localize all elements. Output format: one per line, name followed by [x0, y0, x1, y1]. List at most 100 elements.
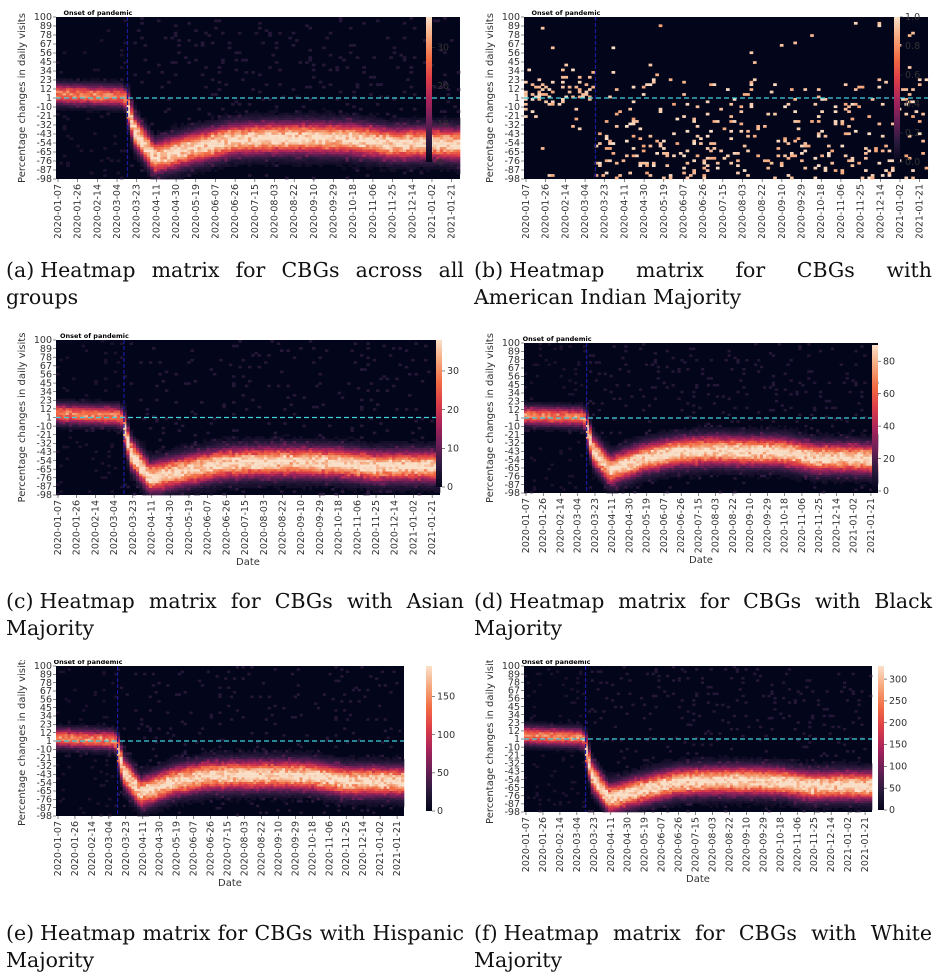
heatmap-cell [258, 469, 262, 472]
heatmap-cell [261, 450, 265, 453]
heatmap-cell [100, 39, 104, 42]
heatmap-cell [258, 446, 262, 449]
heatmap-cell [349, 159, 353, 162]
heatmap-cell [383, 152, 387, 155]
heatmap-cell [305, 150, 309, 153]
heatmap-cell [342, 140, 346, 143]
heatmap-cell [612, 71, 616, 74]
heatmap-cell [174, 61, 178, 64]
colorbar-tick-label: 1.0 [905, 12, 920, 23]
heatmap-cell [162, 427, 166, 430]
heatmap-cell [531, 110, 535, 113]
y-axis-label: Percentage changes in daily visits [485, 13, 496, 183]
heatmap-cell [154, 164, 158, 167]
heatmap-cell [235, 443, 239, 446]
heatmap-cell [362, 125, 366, 128]
heatmap-cell [197, 137, 201, 140]
heatmap-cell [369, 93, 373, 96]
heatmap-cell [319, 164, 323, 167]
heatmap-cell [210, 483, 214, 486]
heatmap-cell [298, 157, 302, 160]
heatmap-cell [356, 56, 360, 59]
heatmap-cell [241, 118, 245, 121]
heatmap-cell [319, 150, 323, 153]
heatmap-cell [332, 152, 336, 155]
heatmap-cell [120, 356, 124, 359]
heatmap-cell [178, 472, 182, 475]
heatmap-cell [197, 490, 201, 493]
heatmap-cell [251, 455, 255, 458]
heatmap-cell [69, 415, 73, 418]
heatmap-cell [149, 453, 153, 456]
heatmap-cell [184, 479, 188, 482]
heatmap-cell [154, 177, 158, 180]
heatmap-cell [218, 130, 222, 133]
heatmap-cell [261, 464, 265, 467]
heatmap-cell [171, 486, 175, 489]
heatmap-cell [238, 125, 242, 128]
heatmap-cell [194, 145, 198, 148]
heatmap-cell [372, 130, 376, 133]
heatmap-cell [219, 443, 223, 446]
heatmap-cell [416, 157, 420, 160]
heatmap-cell [261, 147, 265, 150]
heatmap-cell [224, 159, 228, 162]
heatmap-cell [174, 476, 178, 479]
heatmap-cell [396, 157, 400, 160]
heatmap-cell [306, 450, 310, 453]
heatmap-cell [139, 453, 143, 456]
heatmap-cell [309, 49, 313, 52]
heatmap-cell [258, 152, 262, 155]
heatmap-cell [386, 135, 390, 138]
heatmap-cell [332, 125, 336, 128]
heatmap-cell [85, 429, 89, 432]
heatmap-cell [221, 152, 225, 155]
heatmap-cell [181, 476, 185, 479]
heatmap-cell [150, 169, 154, 172]
heatmap-cell [447, 145, 451, 148]
heatmap-cell [322, 145, 326, 148]
heatmap-cell [278, 140, 282, 143]
heatmap-cell [261, 472, 265, 475]
heatmap-cell [94, 420, 98, 423]
heatmap-cell [372, 142, 376, 145]
heatmap-cell [170, 137, 174, 140]
heatmap-cell [278, 32, 282, 35]
heatmap-cell [200, 490, 204, 493]
heatmap-cell [450, 162, 454, 165]
heatmap-cell [229, 462, 233, 465]
heatmap-cell [154, 135, 158, 138]
heatmap-cell [248, 115, 252, 118]
heatmap-cell [803, 145, 807, 148]
heatmap-cell [302, 140, 306, 143]
heatmap-cell [306, 481, 310, 484]
heatmap-cell [713, 120, 717, 123]
heatmap-cell [157, 135, 161, 138]
heatmap-cell [242, 359, 246, 362]
heatmap-cell [410, 137, 414, 140]
heatmap-cell [290, 443, 294, 446]
heatmap-cell [283, 408, 287, 411]
heatmap-cell [352, 152, 356, 155]
heatmap-cell [339, 147, 343, 150]
heatmap-cell [154, 169, 158, 172]
heatmap-cell [268, 159, 272, 162]
heatmap-cell [88, 429, 92, 432]
heatmap-cell [632, 86, 636, 89]
heatmap-cell [298, 164, 302, 167]
heatmap-cell [181, 464, 185, 467]
heatmap-cell [59, 71, 63, 74]
heatmap-cell [615, 88, 619, 91]
heatmap-cell [251, 115, 255, 118]
heatmap-cell [280, 474, 284, 477]
heatmap-cell [210, 467, 214, 470]
heatmap-cell [267, 455, 271, 458]
heatmap-cell [208, 150, 212, 153]
heatmap-cell [342, 127, 346, 130]
heatmap-cell [123, 100, 127, 103]
heatmap-cell [91, 425, 95, 428]
heatmap-cell [305, 164, 309, 167]
heatmap-cell [457, 125, 461, 128]
heatmap-cell [298, 130, 302, 133]
heatmap-cell [222, 462, 226, 465]
